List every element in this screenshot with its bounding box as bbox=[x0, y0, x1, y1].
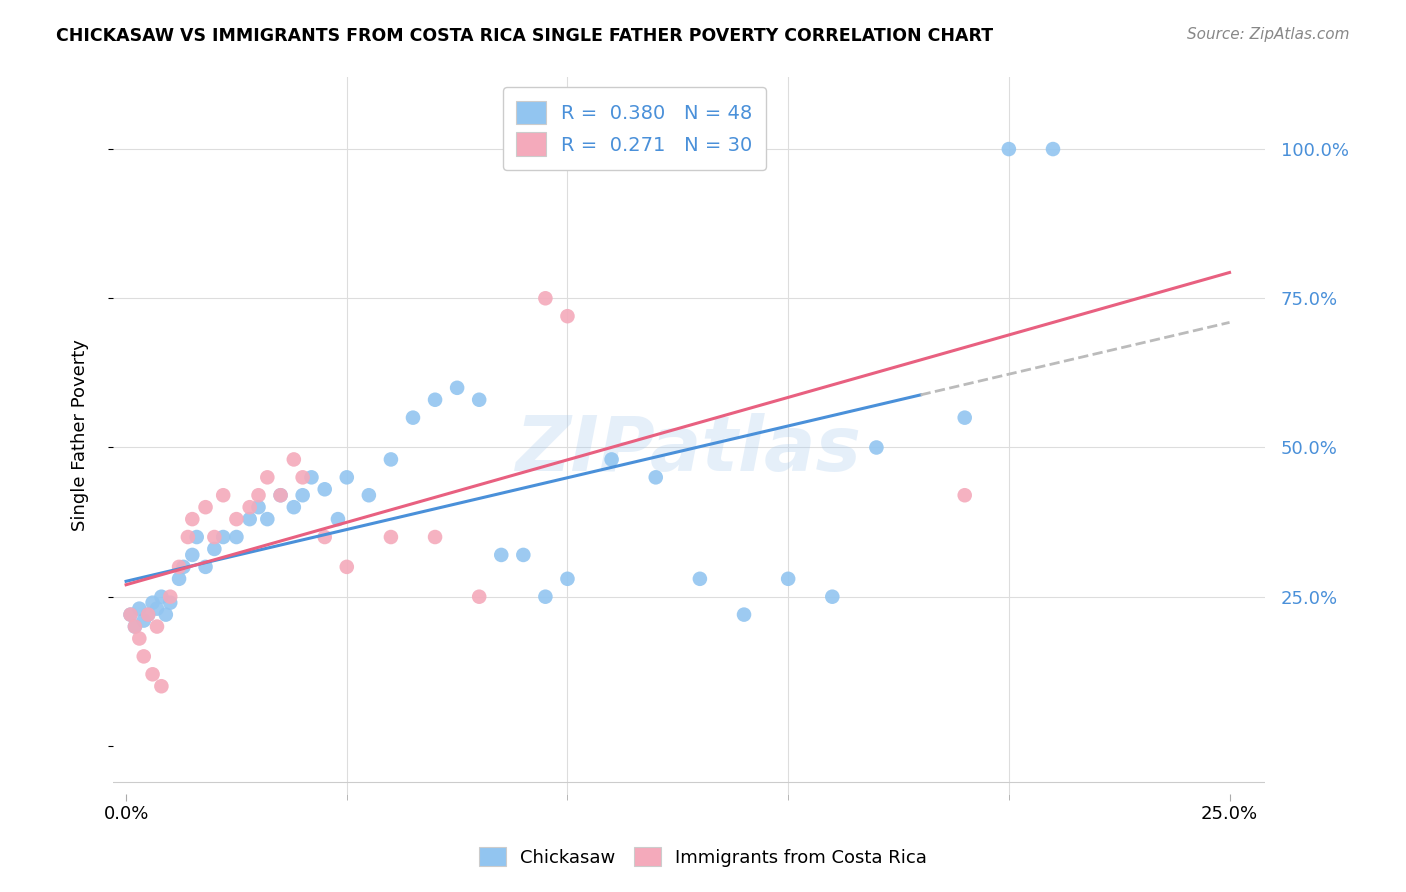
Point bbox=[953, 410, 976, 425]
Legend: Chickasaw, Immigrants from Costa Rica: Chickasaw, Immigrants from Costa Rica bbox=[471, 840, 935, 874]
Point bbox=[212, 488, 235, 502]
Point bbox=[181, 512, 204, 526]
Point bbox=[600, 452, 623, 467]
Point bbox=[557, 309, 579, 323]
Point bbox=[357, 488, 380, 502]
Point bbox=[314, 530, 336, 544]
Point bbox=[181, 548, 204, 562]
Point bbox=[998, 142, 1021, 156]
Point bbox=[159, 590, 181, 604]
Y-axis label: Single Father Poverty: Single Father Poverty bbox=[72, 340, 89, 532]
Point bbox=[124, 619, 146, 633]
Point bbox=[256, 512, 278, 526]
Point bbox=[256, 470, 278, 484]
Point bbox=[136, 607, 159, 622]
Point bbox=[194, 560, 217, 574]
Point bbox=[239, 500, 262, 515]
Point bbox=[468, 590, 491, 604]
Point bbox=[336, 470, 359, 484]
Point bbox=[326, 512, 349, 526]
Point bbox=[283, 452, 305, 467]
Point bbox=[1042, 142, 1064, 156]
Point bbox=[124, 619, 146, 633]
Point bbox=[128, 601, 150, 615]
Point bbox=[689, 572, 711, 586]
Point bbox=[270, 488, 292, 502]
Point bbox=[468, 392, 491, 407]
Point bbox=[202, 541, 225, 556]
Point bbox=[865, 441, 887, 455]
Point bbox=[821, 590, 844, 604]
Point bbox=[155, 607, 177, 622]
Point bbox=[120, 607, 142, 622]
Point bbox=[128, 632, 150, 646]
Point bbox=[380, 530, 402, 544]
Point bbox=[146, 619, 169, 633]
Point bbox=[132, 649, 155, 664]
Point bbox=[270, 488, 292, 502]
Point bbox=[644, 470, 666, 484]
Point bbox=[778, 572, 800, 586]
Point bbox=[150, 590, 173, 604]
Point bbox=[202, 530, 225, 544]
Point bbox=[186, 530, 208, 544]
Point bbox=[239, 512, 262, 526]
Point bbox=[446, 381, 468, 395]
Point bbox=[423, 392, 446, 407]
Point bbox=[247, 500, 270, 515]
Legend: R =  0.380   N = 48, R =  0.271   N = 30: R = 0.380 N = 48, R = 0.271 N = 30 bbox=[503, 87, 766, 169]
Point bbox=[336, 560, 359, 574]
Point bbox=[402, 410, 425, 425]
Point bbox=[142, 667, 165, 681]
Text: ZIPatlas: ZIPatlas bbox=[516, 413, 862, 487]
Point bbox=[136, 607, 159, 622]
Point bbox=[225, 512, 247, 526]
Point bbox=[132, 614, 155, 628]
Point bbox=[167, 572, 190, 586]
Point bbox=[953, 488, 976, 502]
Point bbox=[491, 548, 513, 562]
Point bbox=[301, 470, 323, 484]
Point bbox=[283, 500, 305, 515]
Text: CHICKASAW VS IMMIGRANTS FROM COSTA RICA SINGLE FATHER POVERTY CORRELATION CHART: CHICKASAW VS IMMIGRANTS FROM COSTA RICA … bbox=[56, 27, 994, 45]
Point bbox=[172, 560, 194, 574]
Point bbox=[167, 560, 190, 574]
Point bbox=[557, 572, 579, 586]
Point bbox=[291, 488, 314, 502]
Point bbox=[534, 291, 557, 305]
Point bbox=[380, 452, 402, 467]
Point bbox=[512, 548, 534, 562]
Point bbox=[120, 607, 142, 622]
Point bbox=[194, 500, 217, 515]
Point bbox=[146, 601, 169, 615]
Point bbox=[423, 530, 446, 544]
Point bbox=[534, 590, 557, 604]
Point bbox=[314, 483, 336, 497]
Point bbox=[150, 679, 173, 693]
Point bbox=[247, 488, 270, 502]
Text: Source: ZipAtlas.com: Source: ZipAtlas.com bbox=[1187, 27, 1350, 42]
Point bbox=[177, 530, 200, 544]
Point bbox=[733, 607, 755, 622]
Point bbox=[225, 530, 247, 544]
Point bbox=[291, 470, 314, 484]
Point bbox=[159, 596, 181, 610]
Point bbox=[212, 530, 235, 544]
Point bbox=[142, 596, 165, 610]
